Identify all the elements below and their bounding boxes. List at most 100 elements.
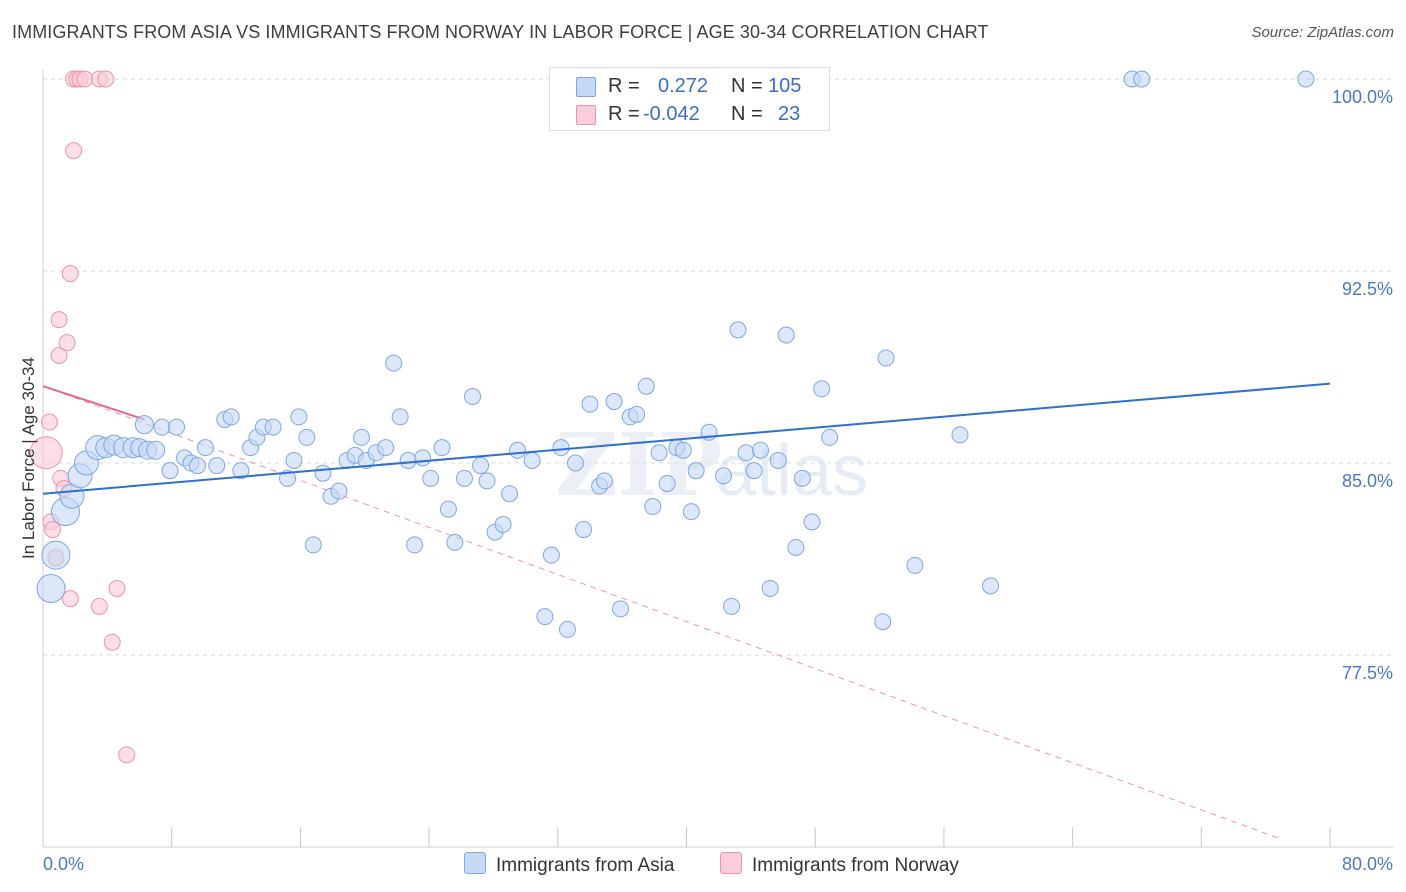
asia-point (509, 441, 527, 459)
legend-norway-label: Immigrants from Norway (752, 855, 959, 876)
asia-point (752, 441, 770, 459)
y-tick-label: 85.0% (1342, 471, 1393, 491)
asia-point (422, 469, 440, 487)
norway-point (76, 70, 94, 88)
asia-point (874, 613, 892, 631)
asia-point (285, 451, 303, 469)
asia-r-value: 0.272 (658, 75, 709, 97)
asia-point (906, 556, 924, 574)
asia-n-label: N = (731, 75, 763, 97)
asia-n-value: 105 (768, 75, 802, 97)
x-tick-label-max: 80.0% (1342, 854, 1393, 874)
trend-lines (42, 385, 1282, 840)
svg-text:atlas: atlas (716, 431, 868, 511)
asia-point (729, 321, 747, 339)
asia-trend-line (42, 382, 1331, 495)
grid-lines (43, 78, 1393, 656)
asia-point (494, 515, 512, 533)
asia-point (821, 428, 839, 446)
asia-point (353, 428, 371, 446)
asia-point (414, 449, 432, 467)
asia-point (279, 469, 297, 487)
asia-point (433, 439, 451, 457)
asia-point (982, 577, 1000, 595)
asia-point (813, 380, 831, 398)
asia-point (787, 538, 805, 556)
asia-point (523, 451, 541, 469)
norway-n-value: 23 (778, 103, 801, 125)
norway-point (44, 521, 62, 539)
asia-point (536, 608, 554, 626)
norway-point (103, 633, 121, 651)
norway-point (65, 142, 83, 160)
y-tick-label: 77.5% (1342, 663, 1393, 683)
legend-item-asia: Immigrants from Asia (464, 852, 674, 876)
asia-point (330, 482, 348, 500)
norway-point (50, 346, 68, 364)
stats-row-norway: R = -0.042 N = 23 (550, 101, 829, 129)
asia-point (439, 500, 457, 518)
asia-point (637, 377, 655, 395)
asia-point (951, 426, 969, 444)
asia-swatch (576, 77, 596, 97)
asia-point (41, 540, 71, 570)
asia-point (501, 485, 519, 503)
asia-point (542, 546, 560, 564)
asia-point (36, 573, 66, 603)
asia-point (146, 440, 166, 460)
asia-point (298, 428, 316, 446)
norway-n-label: N = (731, 103, 763, 125)
legend-asia-swatch (464, 852, 486, 874)
asia-point (161, 462, 179, 480)
x-tick-label-min: 0.0% (43, 854, 84, 874)
asia-point (153, 418, 171, 436)
asia-point (304, 536, 322, 554)
asia-point (399, 451, 417, 469)
legend-asia-label: Immigrants from Asia (496, 855, 675, 876)
asia-point (682, 503, 700, 521)
norway-point (90, 597, 108, 615)
asia-point (644, 498, 662, 516)
asia-point (552, 439, 570, 457)
norway-point (97, 70, 115, 88)
norway-point (61, 590, 79, 608)
asia-point (264, 418, 282, 436)
asia-point (877, 349, 895, 367)
norway-point (40, 413, 58, 431)
asia-r-label: R = (608, 75, 640, 97)
norway-point (29, 436, 63, 470)
asia-point (455, 469, 473, 487)
norway-point (58, 334, 76, 352)
asia-point (581, 395, 599, 413)
asia-point (628, 405, 646, 423)
legend-norway-swatch (720, 852, 742, 874)
asia-point (803, 513, 821, 531)
asia-point (168, 418, 186, 436)
asia-point (377, 439, 395, 457)
asia-point (446, 533, 464, 551)
asia-point (687, 462, 705, 480)
asia-point (472, 457, 490, 475)
legend-item-norway: Immigrants from Norway (720, 852, 959, 876)
asia-point (761, 579, 779, 597)
asia-point (605, 393, 623, 411)
norway-point (50, 311, 68, 329)
norway-point (118, 746, 136, 764)
asia-point (558, 620, 576, 638)
asia-point (737, 444, 755, 462)
asia-point (777, 326, 795, 344)
norway-r-label: R = (608, 103, 640, 125)
asia-point (134, 415, 154, 435)
norway-point (61, 265, 79, 283)
asia-point (575, 521, 593, 539)
asia-point (464, 387, 482, 405)
asia-point (595, 472, 613, 490)
norway-trend-line (42, 385, 145, 421)
stats-box: R = 0.272 N = 105 R = -0.042 N = 23 (549, 67, 830, 131)
asia-point (1297, 70, 1315, 88)
asia-point (793, 469, 811, 487)
chart-title: IMMIGRANTS FROM ASIA VS IMMIGRANTS FROM … (12, 22, 989, 42)
asia-point (196, 439, 214, 457)
asia-point (188, 457, 206, 475)
